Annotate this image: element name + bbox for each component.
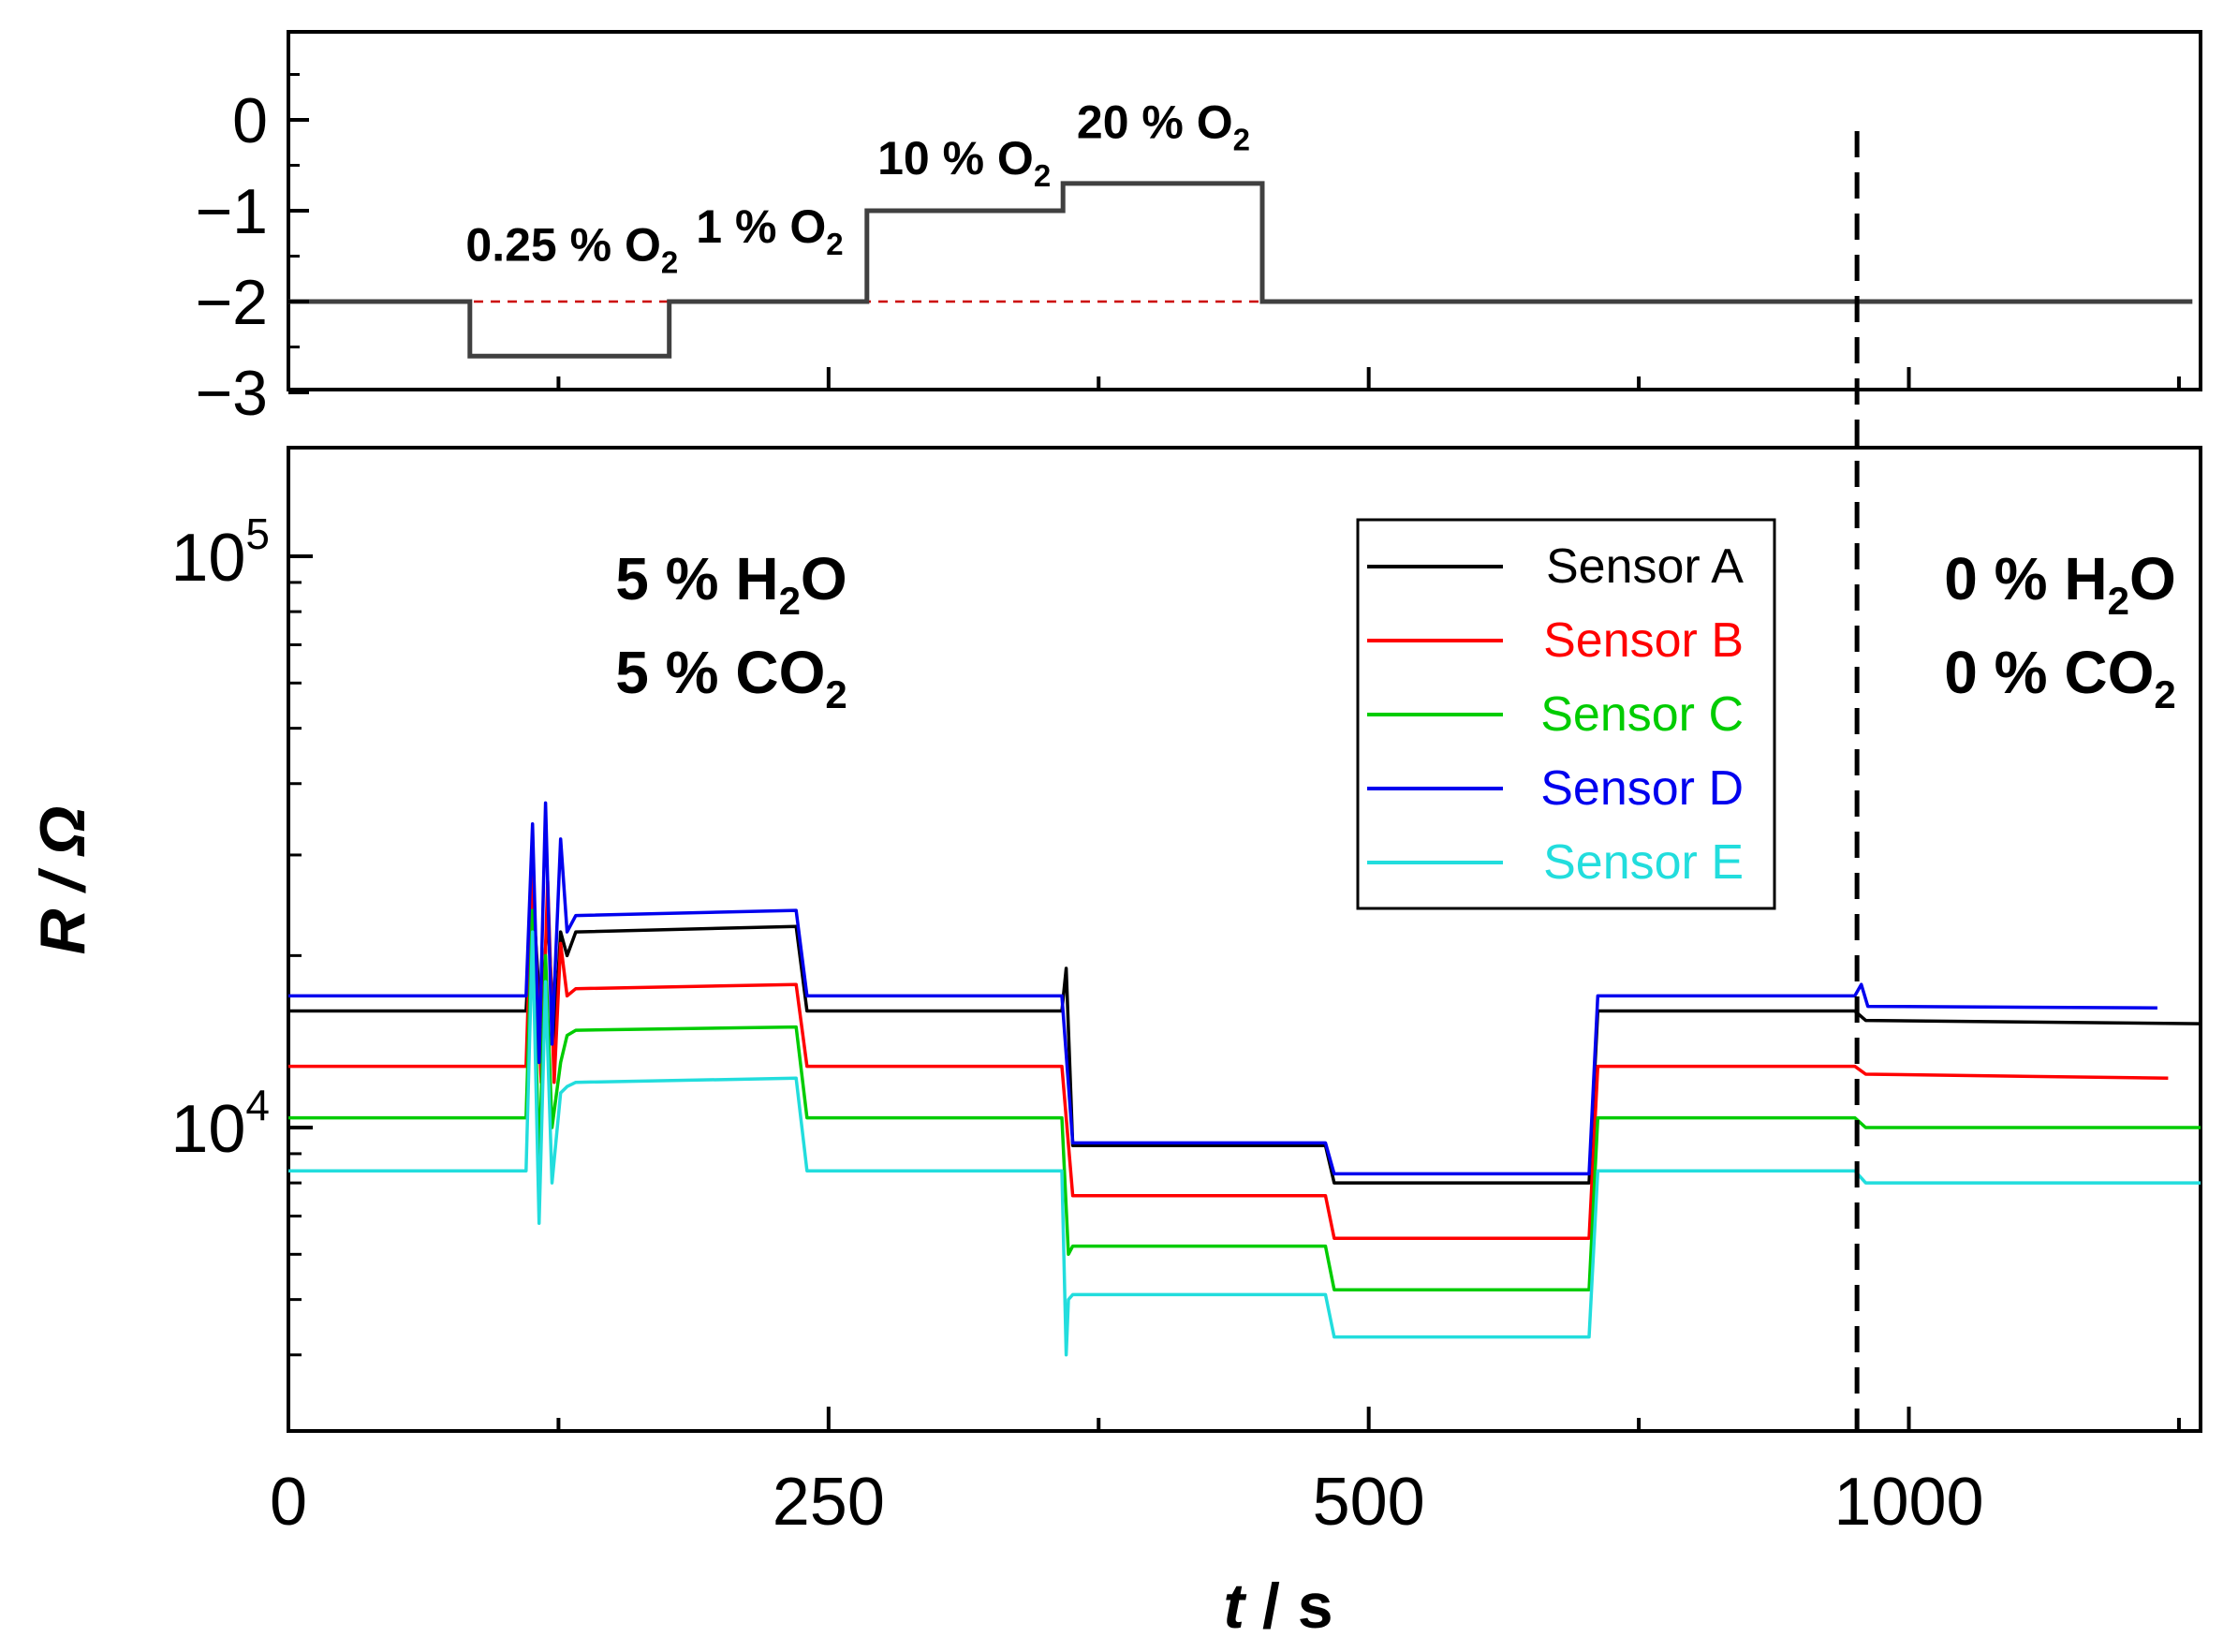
gas-annotation-line: 0 % CO2 [1944, 639, 2175, 716]
oxygen-step-line [288, 181, 2193, 359]
resistance-panel: 104 105 0 250 500 1000 5 % H2O 5 % CO2 0 % H2O… [27, 446, 2202, 1642]
legend-label: Sensor C [1540, 687, 1744, 742]
legend-label: Sensor A [1546, 539, 1744, 594]
top-y-ticks: 0 −1 −2 −3 [195, 73, 309, 429]
oxygen-level-label: 0.25 % O2 [465, 218, 678, 279]
top-y-tick-label: −1 [195, 176, 268, 247]
gas-annotations: 5 % H2O 5 % CO2 0 % H2O 0 % CO2 [615, 545, 2175, 716]
bottom-plot-frame [287, 446, 2202, 1433]
bottom-x-tick-label: 0 [270, 1465, 307, 1540]
gas-annotation-line: 5 % CO2 [615, 639, 847, 716]
bottom-x-tick-label: 1000 [1833, 1465, 1983, 1540]
bottom-y-ticks: 104 105 [170, 509, 313, 1357]
gas-annotation-line: 5 % H2O [615, 545, 847, 623]
legend-label: Sensor E [1543, 835, 1744, 890]
top-y-tick-label: 0 [232, 85, 268, 156]
legend-label: Sensor D [1540, 761, 1744, 816]
bottom-x-tick-label: 250 [773, 1465, 885, 1540]
oxygen-annotations: 0.25 % O2 1 % O2 10 % O2 20 % O2 [465, 96, 1250, 279]
top-y-tick-label: −2 [195, 267, 268, 338]
legend: Sensor A Sensor B Sensor C Sensor D Sensor E [1356, 518, 1776, 910]
top-y-tick-label: −3 [195, 358, 268, 429]
oxygen-level-label: 10 % O2 [877, 132, 1051, 193]
series-sensor-e [288, 930, 2201, 1357]
oxygen-level-label: 1 % O2 [696, 200, 843, 261]
bottom-x-tick-label: 500 [1313, 1465, 1425, 1540]
bottom-y-tick-label: 105 [170, 509, 270, 596]
top-x-ticks [556, 367, 2181, 390]
oxygen-panel: 0 −1 −2 −3 0.25 % O2 1 % O2 10 % O2 20 % O2 [195, 30, 2202, 429]
gas-annotation-line: 0 % H2O [1944, 545, 2175, 623]
bottom-x-ticks: 0 250 500 1000 [270, 1407, 2181, 1540]
series-sensor-d [288, 801, 2157, 1176]
sensor-series [288, 801, 2201, 1357]
bottom-y-tick-label: 104 [170, 1081, 270, 1167]
legend-label: Sensor B [1543, 613, 1744, 668]
y-axis-label: R / Ω [27, 806, 98, 955]
x-axis-label: t / s [1223, 1571, 1332, 1642]
oxygen-level-label: 20 % O2 [1077, 96, 1250, 156]
